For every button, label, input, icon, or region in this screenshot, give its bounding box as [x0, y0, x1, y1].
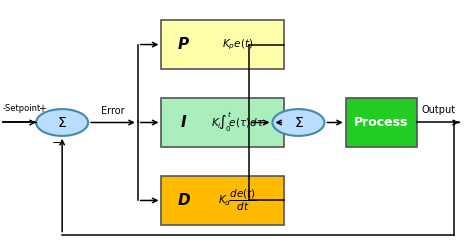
Text: +: +	[38, 104, 46, 114]
Text: $K_i\!\int_0^t\!e(\tau)d\tau$: $K_i\!\int_0^t\!e(\tau)d\tau$	[211, 111, 264, 134]
Text: D: D	[177, 193, 190, 208]
Circle shape	[36, 109, 88, 136]
Text: I: I	[181, 115, 186, 130]
Text: P: P	[178, 37, 189, 52]
Text: $\Sigma$: $\Sigma$	[57, 115, 67, 130]
FancyBboxPatch shape	[161, 98, 284, 147]
Text: Output: Output	[421, 105, 456, 115]
Text: Process: Process	[354, 116, 408, 129]
FancyBboxPatch shape	[346, 98, 417, 147]
Text: -Setpoint: -Setpoint	[3, 104, 41, 113]
Text: Error: Error	[101, 106, 125, 116]
Text: −: −	[52, 138, 61, 148]
FancyBboxPatch shape	[161, 20, 284, 69]
Text: $K_p e(t)$: $K_p e(t)$	[222, 37, 253, 52]
FancyBboxPatch shape	[161, 176, 284, 225]
Circle shape	[273, 109, 324, 136]
Text: $\Sigma$: $\Sigma$	[293, 115, 303, 130]
Text: $K_d\dfrac{de(t)}{dt}$: $K_d\dfrac{de(t)}{dt}$	[218, 188, 257, 213]
